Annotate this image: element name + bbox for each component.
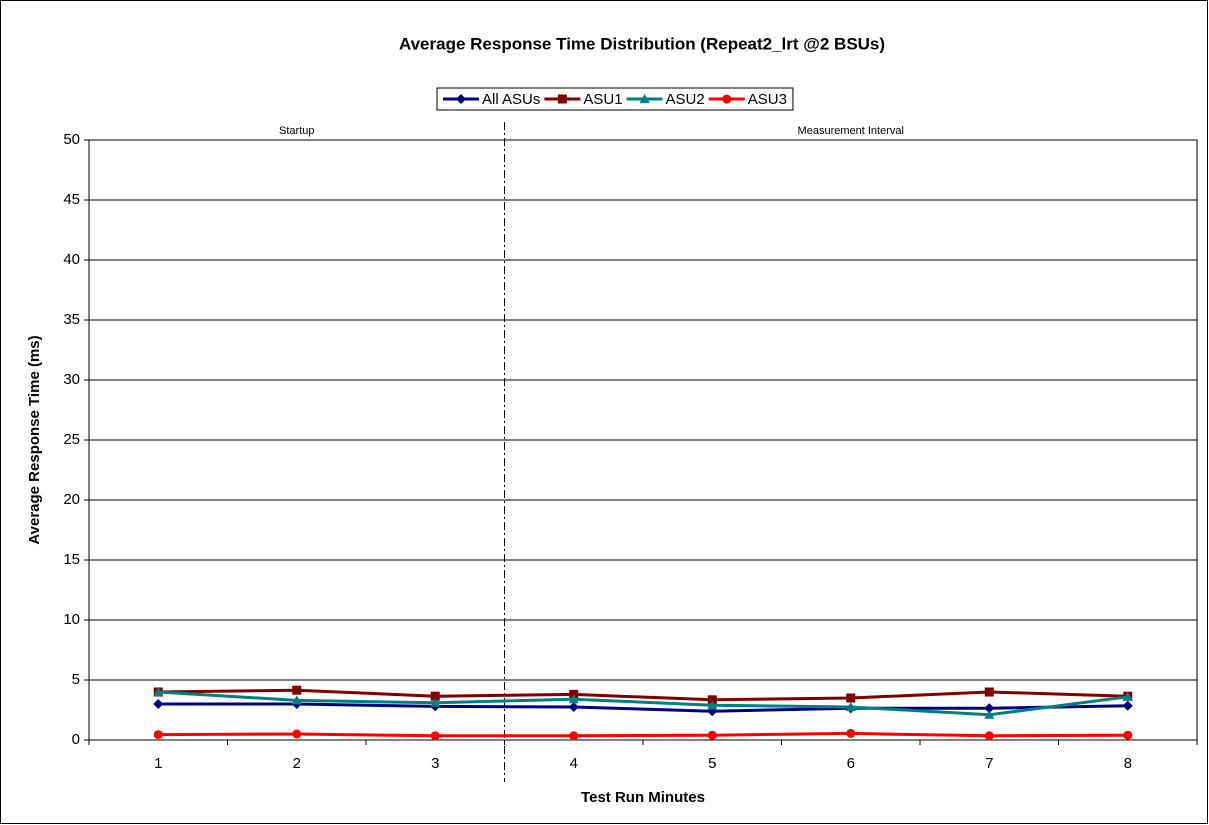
legend: All ASUs ASU1 ASU2 ASU3 — [436, 87, 794, 111]
y-tick-label: 30 — [63, 371, 80, 388]
series-line — [158, 688, 1128, 702]
y-tick-label: 15 — [63, 551, 80, 568]
marker — [707, 730, 717, 740]
marker — [707, 695, 717, 705]
phase-label: Measurement Interval — [798, 125, 904, 137]
legend-marker — [557, 94, 567, 104]
y-tick-label: 50 — [63, 131, 80, 148]
series-line — [158, 731, 1128, 738]
legend-marker — [639, 94, 650, 103]
marker — [846, 693, 856, 703]
legend-item: ASU2 — [626, 91, 705, 108]
x-tick-label: 3 — [431, 755, 439, 772]
series-line — [158, 702, 1128, 713]
marker — [153, 699, 164, 709]
legend-item: ASU3 — [708, 91, 787, 108]
marker — [569, 731, 579, 741]
x-tick-label: 2 — [293, 755, 301, 772]
marker — [1123, 730, 1133, 740]
legend-box — [436, 87, 794, 111]
marker — [153, 730, 163, 740]
marker — [430, 697, 441, 707]
legend-label: ASU3 — [748, 91, 787, 108]
legend-label: ASU1 — [583, 91, 622, 108]
y-tick-label: 0 — [72, 731, 80, 748]
marker — [984, 709, 995, 719]
marker — [984, 731, 994, 741]
phase-label: Startup — [279, 125, 314, 137]
marker — [292, 729, 302, 739]
marker — [707, 700, 718, 710]
x-tick-label: 1 — [154, 755, 162, 772]
marker — [1122, 700, 1133, 711]
x-tick-label: 6 — [847, 755, 855, 772]
y-tick-label: 5 — [72, 671, 80, 688]
marker — [568, 694, 579, 704]
y-tick-label: 35 — [63, 311, 80, 328]
y-tick-label: 10 — [63, 611, 80, 628]
legend-label: ASU2 — [666, 91, 705, 108]
marker — [845, 702, 856, 711]
x-tick-label: 4 — [570, 755, 578, 772]
y-tick-label: 20 — [63, 491, 80, 508]
x-tick-label: 7 — [985, 755, 993, 772]
x-axis-title: Test Run Minutes — [581, 789, 705, 806]
legend-marker — [456, 94, 466, 104]
x-tick-label: 5 — [708, 755, 716, 772]
marker — [568, 702, 579, 712]
marker — [291, 695, 302, 705]
marker — [430, 731, 440, 741]
marker — [846, 728, 856, 738]
marker — [292, 685, 302, 695]
marker — [1122, 691, 1133, 701]
marker — [984, 703, 995, 714]
series-line — [158, 690, 1128, 717]
marker — [984, 687, 994, 697]
legend-item: All ASUs — [443, 91, 540, 108]
marker — [430, 691, 440, 701]
marker — [153, 687, 164, 696]
legend-label: All ASUs — [482, 91, 540, 108]
y-axis-title: Average Response Time (ms) — [26, 335, 43, 544]
chart-title: Average Response Time Distribution (Repe… — [399, 34, 885, 53]
legend-marker — [722, 94, 732, 104]
legend-item: ASU1 — [544, 91, 623, 108]
x-tick-label: 8 — [1124, 755, 1132, 772]
y-tick-label: 45 — [63, 191, 80, 208]
y-tick-label: 40 — [63, 251, 80, 268]
y-tick-label: 25 — [63, 431, 80, 448]
